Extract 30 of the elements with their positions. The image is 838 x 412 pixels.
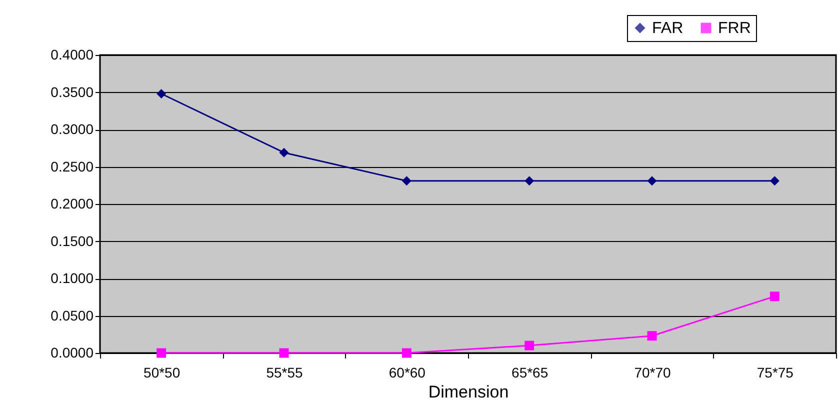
point <box>647 331 657 341</box>
x-axis-title: Dimension <box>428 382 509 402</box>
x-tick-label: 65*65 <box>512 364 548 380</box>
x-tick-label: 75*75 <box>756 364 794 380</box>
legend-label: FAR <box>652 20 684 37</box>
y-tick-label: 0.1500 <box>50 232 94 249</box>
y-tick-label: 0.4000 <box>50 46 94 62</box>
point <box>770 292 780 302</box>
x-tick-label: 55*55 <box>266 364 304 380</box>
x-tick-label: 60*60 <box>388 364 426 380</box>
point <box>524 340 534 350</box>
x-tick-label: 70*70 <box>634 364 672 380</box>
y-tick-label: 0.2000 <box>50 196 94 212</box>
point <box>279 148 289 158</box>
y-tick-label: 0.1000 <box>50 270 94 286</box>
x-tick-label: 50*50 <box>144 364 180 380</box>
point <box>156 88 166 98</box>
y-tick-label: 0.3000 <box>50 121 94 137</box>
point <box>279 348 289 358</box>
point <box>770 176 780 186</box>
y-tick-label: 0.0000 <box>50 344 94 360</box>
legend-label: FRR <box>718 20 751 37</box>
y-tick-label: 0.2500 <box>50 158 94 174</box>
point <box>402 348 412 358</box>
y-tick-label: 0.3500 <box>50 84 94 100</box>
point <box>647 176 657 186</box>
point <box>156 348 166 358</box>
point <box>524 176 534 186</box>
y-tick-label: 0.0500 <box>50 307 94 324</box>
point <box>402 176 412 186</box>
